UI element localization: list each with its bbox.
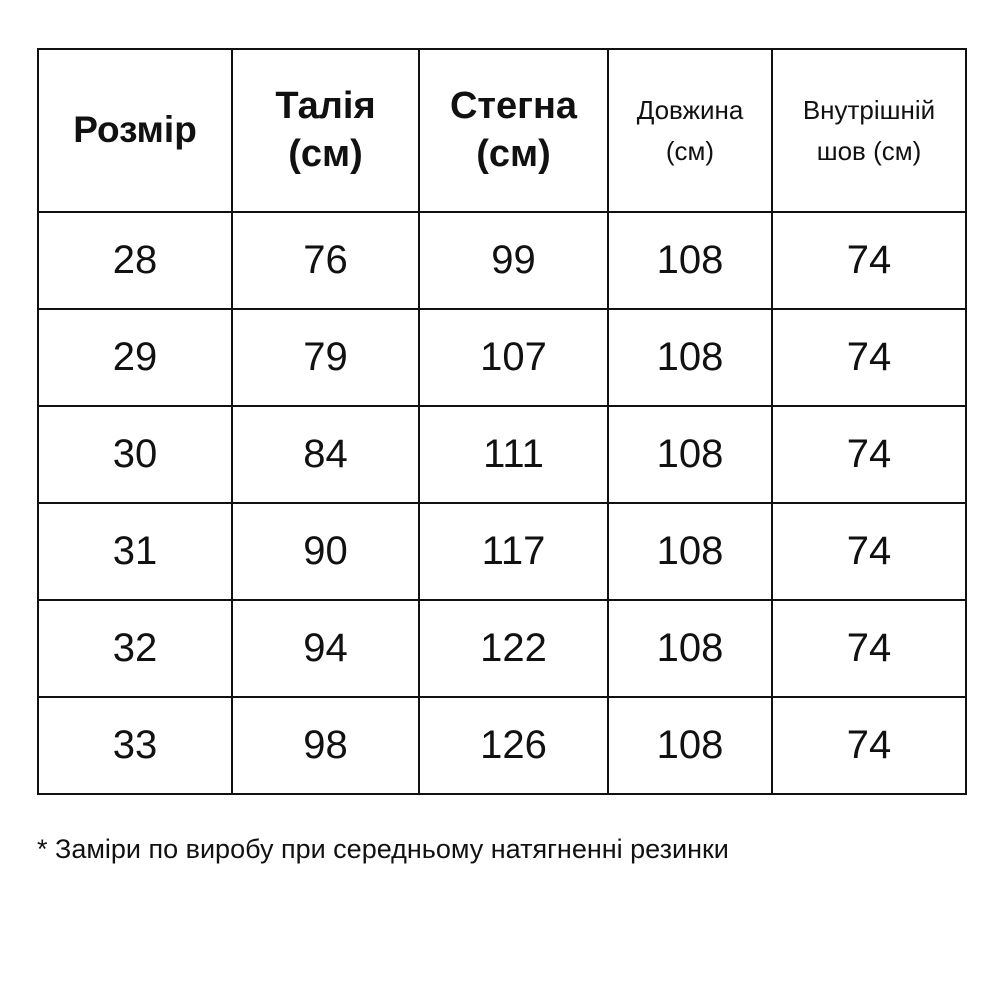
cell-waist: 94 bbox=[231, 599, 420, 698]
size-chart-table: Розмір Талія (см) Стегна (см) Довжина (см) … bbox=[37, 48, 967, 795]
cell-waist: 84 bbox=[231, 405, 420, 504]
header-unit: (см) bbox=[288, 132, 363, 175]
cell-size: 32 bbox=[37, 599, 233, 698]
table-row: 30 84 111 108 74 bbox=[37, 405, 967, 504]
cell-length: 108 bbox=[607, 308, 773, 407]
table-row: 33 98 126 108 74 bbox=[37, 696, 967, 795]
header-label: Довжина bbox=[636, 95, 744, 126]
cell-length: 108 bbox=[607, 696, 773, 795]
header-unit: (см) bbox=[665, 135, 715, 166]
cell-hips: 99 bbox=[418, 211, 609, 310]
header-waist: Талія (см) bbox=[231, 48, 420, 213]
table-row: 31 90 117 108 74 bbox=[37, 502, 967, 601]
header-label: Розмір bbox=[73, 109, 197, 151]
table-row: 29 79 107 108 74 bbox=[37, 308, 967, 407]
table-row: 28 76 99 108 74 bbox=[37, 211, 967, 310]
cell-size: 28 bbox=[37, 211, 233, 310]
header-label: Внутрішній bbox=[802, 95, 936, 126]
cell-inseam: 74 bbox=[771, 502, 967, 601]
cell-size: 33 bbox=[37, 696, 233, 795]
header-inseam: Внутрішній шов (см) bbox=[771, 48, 967, 213]
footnote: * Заміри по виробу при середньому натягн… bbox=[37, 834, 729, 864]
header-unit: (см) bbox=[476, 132, 551, 175]
header-hips: Стегна (см) bbox=[418, 48, 609, 213]
header-size: Розмір bbox=[37, 48, 233, 213]
cell-size: 29 bbox=[37, 308, 233, 407]
cell-length: 108 bbox=[607, 211, 773, 310]
cell-length: 108 bbox=[607, 599, 773, 698]
cell-waist: 90 bbox=[231, 502, 420, 601]
header-unit: шов (см) bbox=[816, 135, 922, 166]
cell-waist: 98 bbox=[231, 696, 420, 795]
cell-length: 108 bbox=[607, 502, 773, 601]
cell-hips: 122 bbox=[418, 599, 609, 698]
cell-inseam: 74 bbox=[771, 308, 967, 407]
cell-inseam: 74 bbox=[771, 211, 967, 310]
cell-inseam: 74 bbox=[771, 599, 967, 698]
header-label: Стегна bbox=[449, 85, 578, 127]
cell-hips: 107 bbox=[418, 308, 609, 407]
cell-hips: 111 bbox=[418, 405, 609, 504]
table-row: 32 94 122 108 74 bbox=[37, 599, 967, 698]
header-length: Довжина (см) bbox=[607, 48, 773, 213]
header-label: Талія bbox=[275, 85, 376, 127]
header-row: Розмір Талія (см) Стегна (см) Довжина (см) … bbox=[37, 48, 967, 213]
cell-hips: 117 bbox=[418, 502, 609, 601]
cell-inseam: 74 bbox=[771, 405, 967, 504]
cell-size: 30 bbox=[37, 405, 233, 504]
cell-hips: 126 bbox=[418, 696, 609, 795]
cell-length: 108 bbox=[607, 405, 773, 504]
cell-waist: 76 bbox=[231, 211, 420, 310]
cell-size: 31 bbox=[37, 502, 233, 601]
cell-waist: 79 bbox=[231, 308, 420, 407]
cell-inseam: 74 bbox=[771, 696, 967, 795]
